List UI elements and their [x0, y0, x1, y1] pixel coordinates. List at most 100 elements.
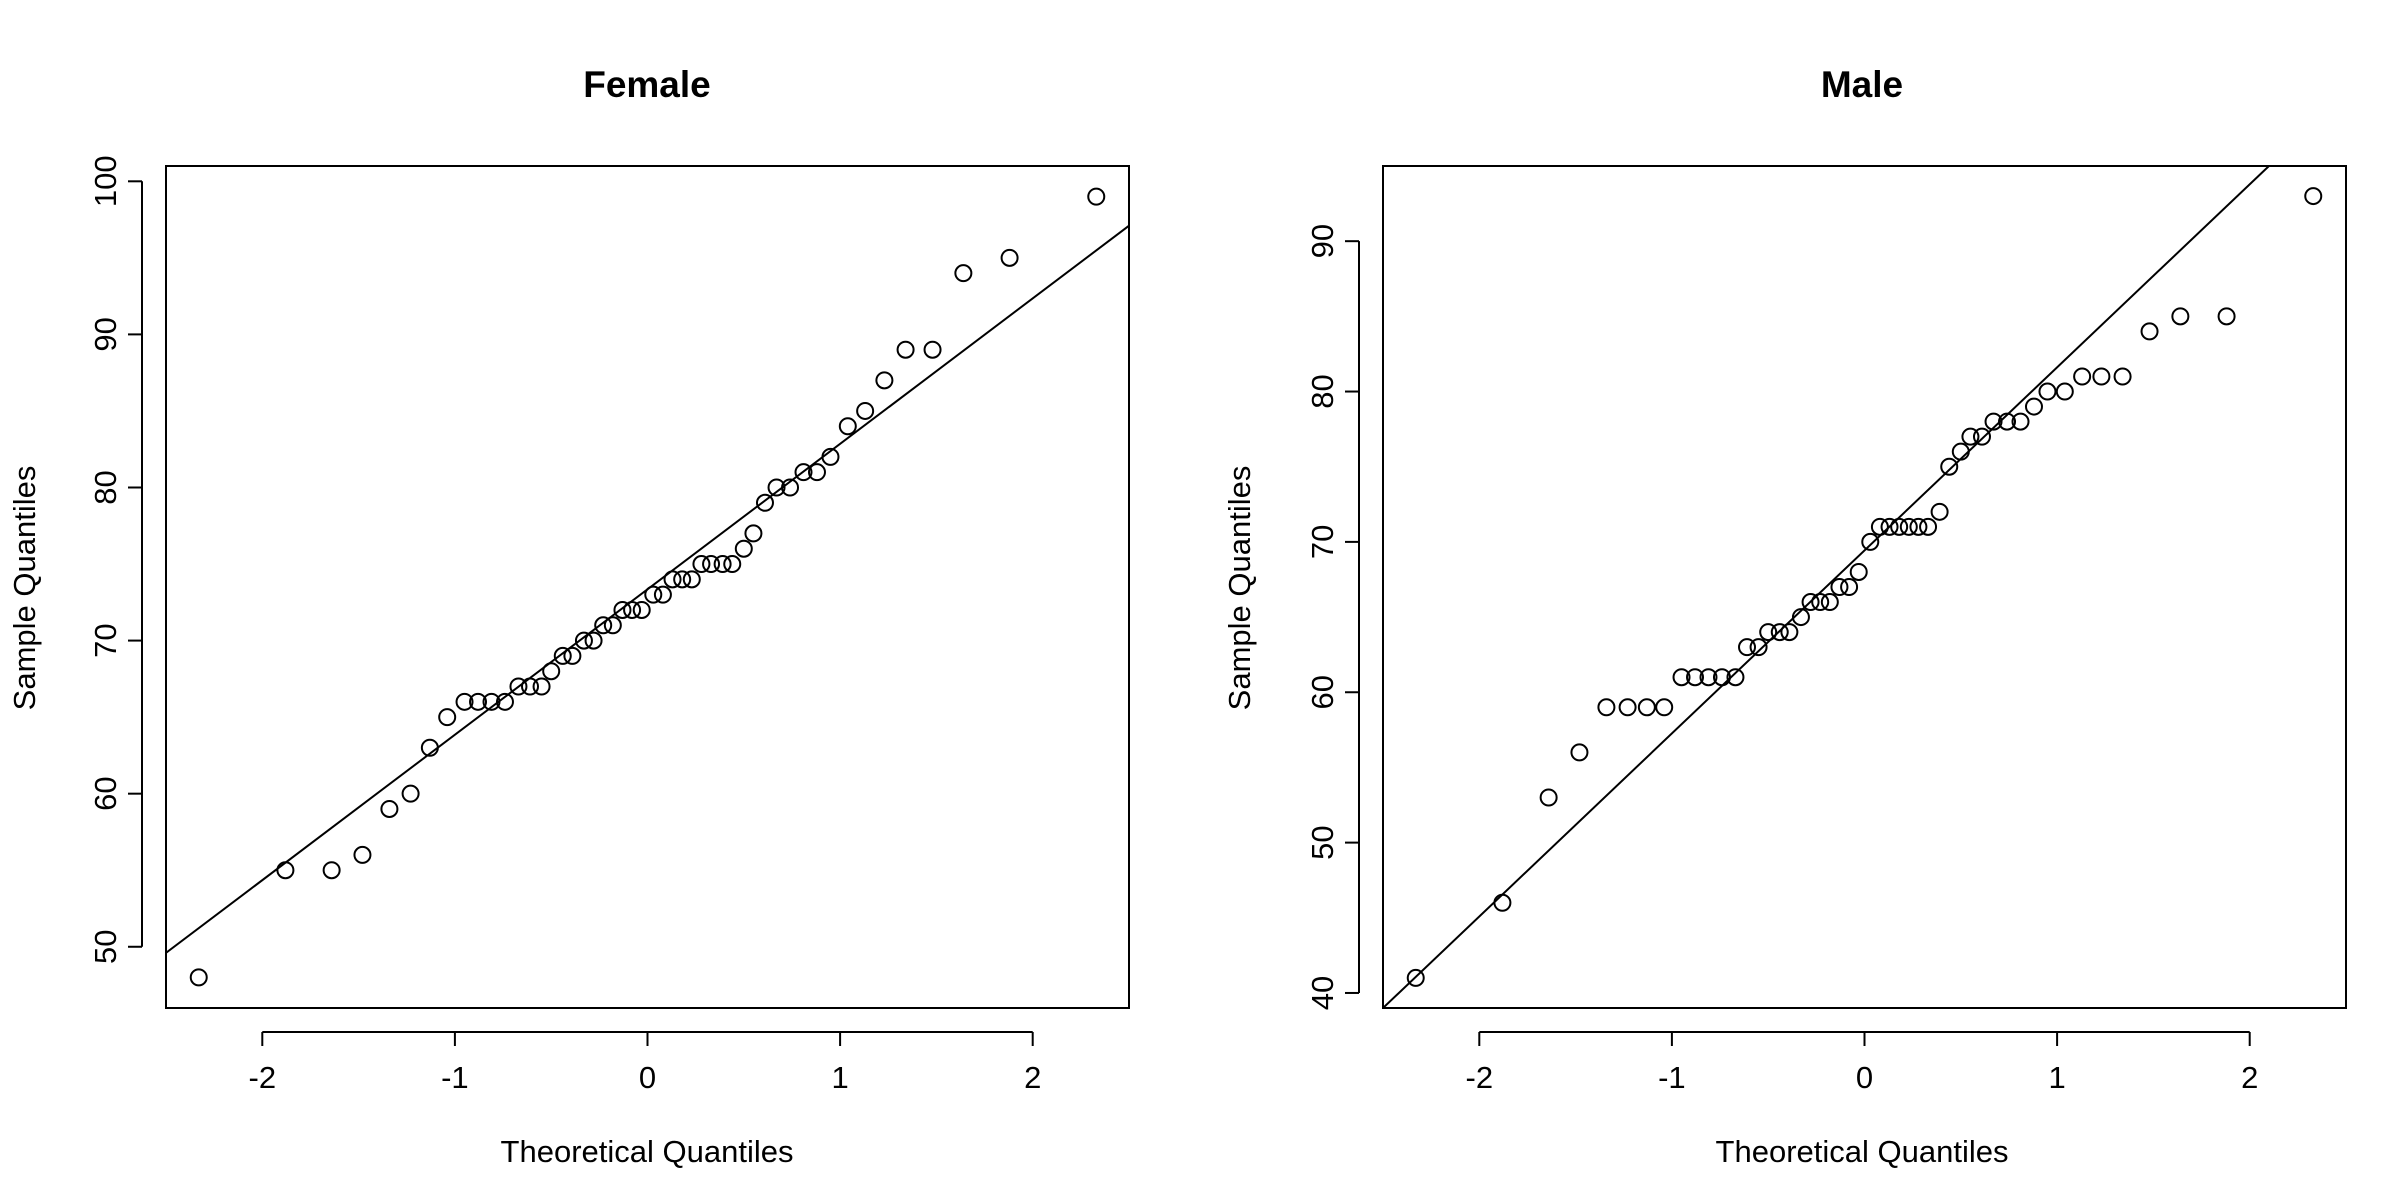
- male-qq-point: [2024, 397, 2043, 416]
- male-qq-point: [2092, 367, 2111, 386]
- female-qq-point: [438, 708, 457, 727]
- male-qq-point: [1672, 668, 1691, 687]
- male-qq-point: [1870, 517, 1889, 536]
- male-x-tick-label: 2: [2241, 1060, 2258, 1095]
- male-y-tick-label: 80: [1305, 374, 1340, 408]
- male-qq-point: [1801, 593, 1820, 612]
- female-qq-point: [781, 478, 800, 497]
- male-qq-point: [1749, 638, 1768, 657]
- female-qq-point: [692, 555, 711, 574]
- female-qq-point: [482, 692, 501, 711]
- female-y-tick-label: 70: [88, 623, 123, 657]
- female-qq-point: [896, 340, 915, 359]
- male-plot-frame: [1382, 165, 2347, 1009]
- female-y-tick-label: 100: [88, 155, 123, 207]
- male-y-axis-label: Sample Quantiles: [1222, 466, 1257, 711]
- female-qq-point: [420, 738, 439, 757]
- male-qq-point: [1759, 623, 1778, 642]
- male-qq-point: [1861, 532, 1880, 551]
- male-qq-point: [1637, 698, 1656, 717]
- female-qq-point: [856, 401, 875, 420]
- female-qq-point: [380, 799, 399, 818]
- female-qq-panel: Female Theoretical Quantiles Sample Quan…: [7, 64, 1130, 1169]
- male-qq-reference-line: [1383, 166, 2270, 1008]
- male-x-axis-label: Theoretical Quantiles: [1716, 1134, 2009, 1169]
- female-qq-point: [189, 968, 208, 987]
- female-qq-point: [734, 539, 753, 558]
- male-qq-point: [1712, 668, 1731, 687]
- male-qq-point: [1618, 698, 1637, 717]
- female-y-tick-label: 80: [88, 470, 123, 504]
- female-qq-point: [821, 447, 840, 466]
- female-qq-point: [574, 631, 593, 650]
- female-qq-point: [644, 585, 663, 604]
- female-qq-point: [1000, 248, 1019, 267]
- male-qq-point: [1909, 517, 1928, 536]
- female-qq-point: [632, 600, 651, 619]
- female-qq-point: [663, 570, 682, 589]
- male-qq-point: [1770, 623, 1789, 642]
- female-axes: -2 -1 0 1 2 50 60 70 80 90 100: [88, 155, 1130, 1095]
- female-qq-point: [563, 646, 582, 665]
- female-qq-point: [542, 662, 561, 681]
- male-y-tick-label: 40: [1305, 976, 1340, 1010]
- female-qq-point: [673, 570, 692, 589]
- female-qq-point: [954, 264, 973, 283]
- female-qq-point: [1087, 187, 1106, 206]
- male-plot-marks: [1383, 166, 2323, 1008]
- female-qq-point: [353, 845, 372, 864]
- male-qq-point: [2113, 367, 2132, 386]
- female-qq-point: [509, 677, 528, 696]
- female-qq-point: [744, 524, 763, 543]
- male-x-tick-label: -1: [1658, 1060, 1686, 1095]
- female-qq-point: [455, 692, 474, 711]
- female-qq-point: [723, 555, 742, 574]
- male-qq-panel: Male Theoretical Quantiles Sample Quanti…: [1222, 64, 2347, 1169]
- male-qq-point: [1686, 668, 1705, 687]
- male-qq-point: [1493, 893, 1512, 912]
- female-qq-point: [794, 463, 813, 482]
- male-x-tick-label: 0: [1856, 1060, 1873, 1095]
- female-qq-point: [532, 677, 551, 696]
- female-x-axis-label: Theoretical Quantiles: [501, 1134, 794, 1169]
- male-qq-point: [1780, 623, 1799, 642]
- female-y-axis-label: Sample Quantiles: [7, 466, 42, 711]
- female-qq-point: [553, 646, 572, 665]
- male-qq-point: [2304, 187, 2323, 206]
- male-qq-point: [2140, 322, 2159, 341]
- female-x-tick-label: -1: [441, 1060, 469, 1095]
- female-qq-point: [594, 616, 613, 635]
- male-x-tick-label: -2: [1466, 1060, 1494, 1095]
- male-qq-point: [1791, 608, 1810, 627]
- male-y-tick-label: 90: [1305, 224, 1340, 258]
- male-qq-point: [1890, 517, 1909, 536]
- female-qq-point: [807, 463, 826, 482]
- male-qq-point: [2055, 382, 2074, 401]
- male-qq-point: [2171, 307, 2190, 326]
- male-qq-point: [1406, 968, 1425, 987]
- female-qq-point: [469, 692, 488, 711]
- female-qq-point: [521, 677, 540, 696]
- female-qq-point: [755, 493, 774, 512]
- female-qq-point: [767, 478, 786, 497]
- male-qq-point: [1597, 698, 1616, 717]
- male-qq-point: [2038, 382, 2057, 401]
- male-qq-point: [1570, 743, 1589, 762]
- male-qq-point: [1820, 593, 1839, 612]
- male-qq-point: [1539, 788, 1558, 807]
- male-qq-point: [1699, 668, 1718, 687]
- female-y-tick-label: 90: [88, 317, 123, 351]
- male-qq-point: [1919, 517, 1938, 536]
- male-qq-point: [1726, 668, 1745, 687]
- male-y-tick-label: 60: [1305, 675, 1340, 709]
- male-qq-point: [1998, 412, 2017, 431]
- female-qq-point: [702, 555, 721, 574]
- male-qq-point: [2073, 367, 2092, 386]
- female-plot-marks: [166, 187, 1129, 987]
- female-qq-point: [623, 600, 642, 619]
- male-qq-point: [1899, 517, 1918, 536]
- male-x-tick-label: 1: [2048, 1060, 2065, 1095]
- male-qq-point: [2011, 412, 2030, 431]
- male-qq-point: [1830, 578, 1849, 596]
